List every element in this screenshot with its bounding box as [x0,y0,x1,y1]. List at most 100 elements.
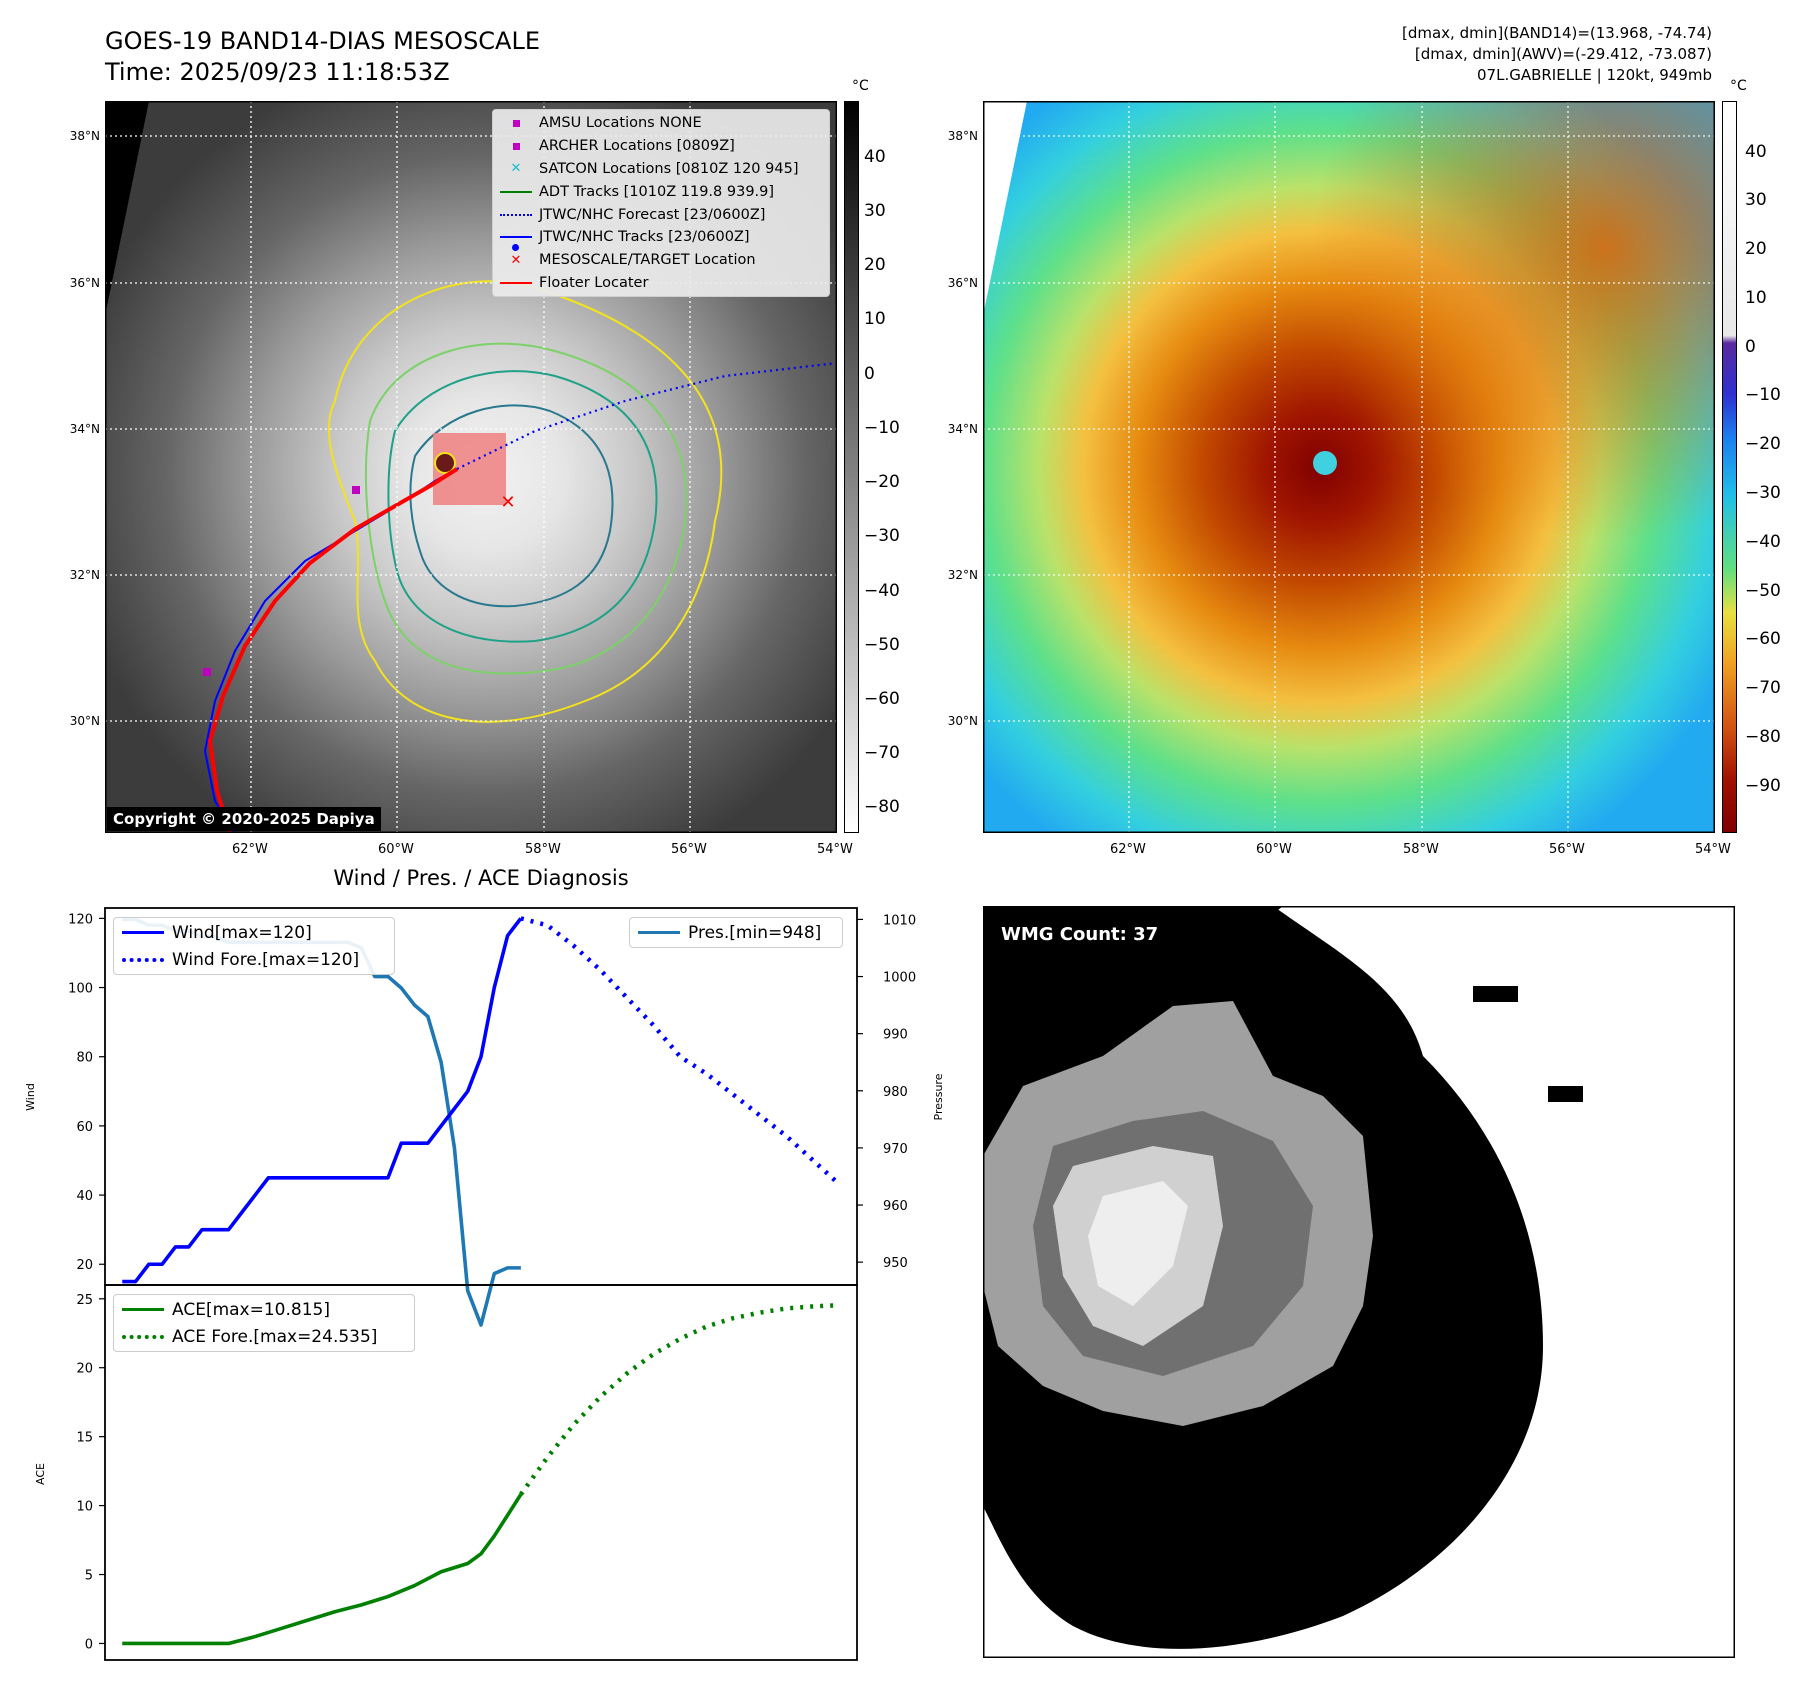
awv-lon-axis: 62°W 60°W 58°W 56°W 54°W [983,842,1743,860]
legend-label: ACE[max=10.815] [172,1299,330,1320]
colorbar-tick: −80 [1745,727,1781,747]
lat-tick-label: 36°N [69,276,100,290]
colorbar-tick: −60 [1745,629,1781,649]
awv-satellite-image [983,101,1715,833]
lon-tick-label: 60°W [1256,842,1292,857]
lon-tick-label: 62°W [232,842,268,857]
legend-item-ace: ACE[max=10.815] [114,1296,414,1323]
copyright-label: Copyright © 2020-2025 Dapiya [107,807,381,831]
target-location-marker: ✕ [500,492,515,513]
ace-legend: ACE[max=10.815] ACE Fore.[max=24.535] [113,1294,415,1352]
legend-label: JTWC/NHC Forecast [23/0600Z] [539,206,766,223]
colorbar-tick: −90 [1745,776,1781,796]
awv-colorbar [1722,101,1737,833]
colorbar-tick: 0 [864,364,875,384]
lat-tick-label: 36°N [947,276,978,290]
lat-tick-label: 32°N [947,568,978,582]
legend-label: Pres.[min=948] [688,922,822,943]
square-marker-icon [512,142,520,150]
wind-forecast-series-line [520,916,842,1187]
legend-item-adt: ADT Tracks [1010Z 119.8 939.9] [493,180,829,203]
wmg-grid-image [983,906,1735,1658]
colorbar-tick: −30 [1745,483,1781,503]
colorbar-tick: −20 [864,472,900,492]
colorbar-tick: −80 [864,797,900,817]
solid-line-icon [122,931,164,934]
colorbar-tick: 0 [1745,337,1756,357]
wind-axis-label: Wind [24,1083,37,1111]
lon-tick-label: 56°W [671,842,707,857]
legend-label: JTWC/NHC Tracks [23/0600Z] [539,229,750,246]
ace-tick-label: 15 [76,1431,93,1446]
lon-tick-label: 56°W [1549,842,1585,857]
ir-legend: AMSU Locations NONE ARCHER Locations [08… [492,109,830,298]
line-dot-marker-icon [500,236,532,239]
colorbar-tick: 20 [1745,239,1767,259]
lon-tick-label: 54°W [817,842,853,857]
wmg-count-badge: WMG Count: 37 [993,920,1167,949]
awv-lat-axis: 38°N 36°N 34°N 32°N 30°N [908,101,978,833]
ace-tick-label: 5 [85,1569,93,1584]
colorbar-tick: −70 [1745,678,1781,698]
awv-colorbar-ticks: 40 30 20 10 0 −10 −20 −30 −40 −50 −60 −7… [1745,101,1790,833]
pressure-tick-label: 970 [883,1142,908,1157]
legend-label: ACE Fore.[max=24.535] [172,1326,378,1347]
figure-title: GOES-19 BAND14-DIAS MESOSCALE [105,27,541,55]
colorbar-tick: −10 [1745,385,1781,405]
ir-lon-axis: 62°W 60°W 58°W 56°W 54°W [105,842,865,860]
dotted-line-icon [122,957,164,962]
legend-label: MESOSCALE/TARGET Location [539,252,756,269]
lon-tick-label: 58°W [1403,842,1439,857]
pressure-tick-label: 990 [883,1028,908,1043]
colorbar-tick: 30 [1745,190,1767,210]
ace-forecast-series-line [519,1302,840,1496]
line-marker-icon [500,281,532,284]
colorbar-tick: 10 [1745,288,1767,308]
wind-legend: Wind[max=120] Wind Fore.[max=120] [113,917,395,975]
legend-item-wind: Wind[max=120] [114,919,394,946]
lon-tick-label: 54°W [1695,842,1731,857]
colorbar-tick: 40 [1745,142,1767,162]
ace-tick-label: 10 [76,1500,93,1515]
lon-tick-label: 60°W [378,842,414,857]
lat-tick-label: 30°N [947,714,978,728]
legend-item-mesoscale: ✕ MESOSCALE/TARGET Location [493,249,829,272]
ace-axis-label: ACE [34,1463,47,1485]
colorbar-tick: 40 [864,147,886,167]
pressure-tick-label: 1010 [883,913,916,928]
lat-tick-label: 34°N [69,422,100,436]
wind-tick-label: 100 [68,982,93,997]
pressure-tick-label: 1000 [883,971,916,986]
ir-colorbar-ticks: 40 30 20 10 0 −10 −20 −30 −40 −50 −60 −7… [864,101,904,833]
awv-range-text: [dmax, dmin](AWV)=(-29.412, -73.087) [1414,45,1712,63]
legend-label: ADT Tracks [1010Z 119.8 939.9] [539,183,775,200]
wind-tick-label: 120 [68,912,93,927]
colorbar-tick: −40 [1745,532,1781,552]
wmg-panel: WMG Count: 37 [983,906,1735,1658]
line-marker-icon [500,190,532,193]
diagnosis-title: Wind / Pres. / ACE Diagnosis [333,866,629,890]
lon-tick-label: 58°W [525,842,561,857]
legend-label: SATCON Locations [0810Z 120 945] [539,160,799,177]
awv-satellite-panel [983,101,1715,833]
colorbar-tick: −50 [864,635,900,655]
solid-line-icon [638,931,680,934]
ace-tick-label: 0 [85,1637,93,1652]
storm-info-text: 07L.GABRIELLE | 120kt, 949mb [1477,66,1712,84]
wind-tick-label: 60 [76,1120,93,1135]
colorbar-tick: 30 [864,201,886,221]
lat-tick-label: 30°N [69,714,100,728]
pressure-axis-label: Pressure [932,1073,945,1120]
wind-series-line [122,917,523,1284]
pressure-tick-label: 980 [883,1085,908,1100]
dotted-line-icon [122,1334,164,1339]
ace-axes: 25 20 15 10 5 0 [76,1284,858,1661]
lat-tick-label: 38°N [947,129,978,143]
figure-time: Time: 2025/09/23 11:18:53Z [105,58,450,86]
square-marker-icon [512,119,520,127]
legend-label: Wind[max=120] [172,922,312,943]
legend-item-satcon: ✕ SATCON Locations [0810Z 120 945] [493,158,829,181]
pressure-tick-label: 960 [883,1199,908,1214]
colorbar-tick: 10 [864,309,886,329]
